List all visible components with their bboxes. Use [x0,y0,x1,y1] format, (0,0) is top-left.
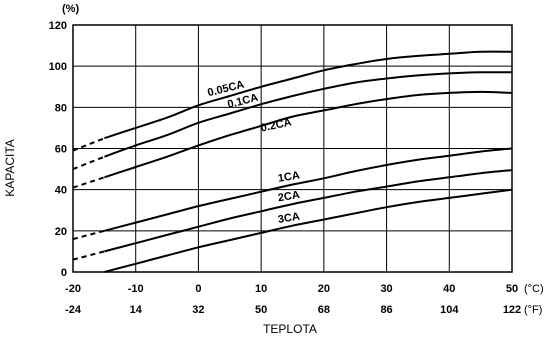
y-tick-label: 20 [55,226,67,238]
x-tick-label-celsius: 0 [195,283,201,295]
x-tick-label-celsius: 40 [443,283,455,295]
x-tick-label-fahrenheit: -24 [65,304,82,316]
y-tick-label: 0 [61,267,67,279]
series-line-extrapolated [72,229,105,241]
x-tick-label-fahrenheit: 68 [318,304,330,316]
series-line-extrapolated [72,250,105,261]
series-line-extrapolated [72,137,105,152]
series-lines [72,50,513,273]
x-tick-label-celsius: 50 [506,283,518,295]
x-tick-label-celsius: -20 [65,283,81,295]
x-tick-label-fahrenheit: 32 [192,304,204,316]
series-line-extrapolated [72,155,105,171]
y-unit-label: (%) [62,3,79,15]
series-label: 0.2CA [260,116,293,134]
series-label: 3CA [277,211,301,226]
x-tick-label-fahrenheit: 14 [130,304,143,316]
x-tick-label-celsius: 10 [255,283,267,295]
series-line [104,188,513,273]
x-tick-label-celsius: 30 [380,283,392,295]
y-tick-labels: 0 20 40 60 80 100 120 [49,20,67,279]
x-unit-celsius: (°C) [524,283,544,295]
x-tick-label-celsius: 20 [318,283,330,295]
series-label: 2CA [277,189,301,204]
y-tick-label: 40 [55,185,67,197]
series-line-extrapolated [72,176,105,189]
y-axis-title: KAPACITA [3,139,17,197]
series-line [104,71,513,158]
x-tick-label-fahrenheit: 50 [255,304,267,316]
series-label: 1CA [277,169,301,184]
series-line [104,169,513,253]
x-unit-fahrenheit: (°F) [524,304,542,316]
x-tick-label-fahrenheit: 86 [380,304,392,316]
series-line [104,147,513,232]
x-axis-title: TEPLOTA [263,322,317,336]
series-line [104,90,513,179]
x-tick-label-fahrenheit: 104 [440,304,459,316]
grid [72,24,513,273]
y-tick-label: 60 [55,144,67,156]
y-tick-label: 100 [49,61,67,73]
y-tick-label: 120 [49,20,67,32]
y-tick-label: 80 [55,102,67,114]
series-line [104,50,513,140]
x-tick-label-fahrenheit: 122 [503,304,521,316]
x-tick-labels: -20 -24 -10 14 0 32 10 50 20 68 30 86 40 104 50 122 [65,283,521,316]
x-tick-label-celsius: -10 [128,283,144,295]
